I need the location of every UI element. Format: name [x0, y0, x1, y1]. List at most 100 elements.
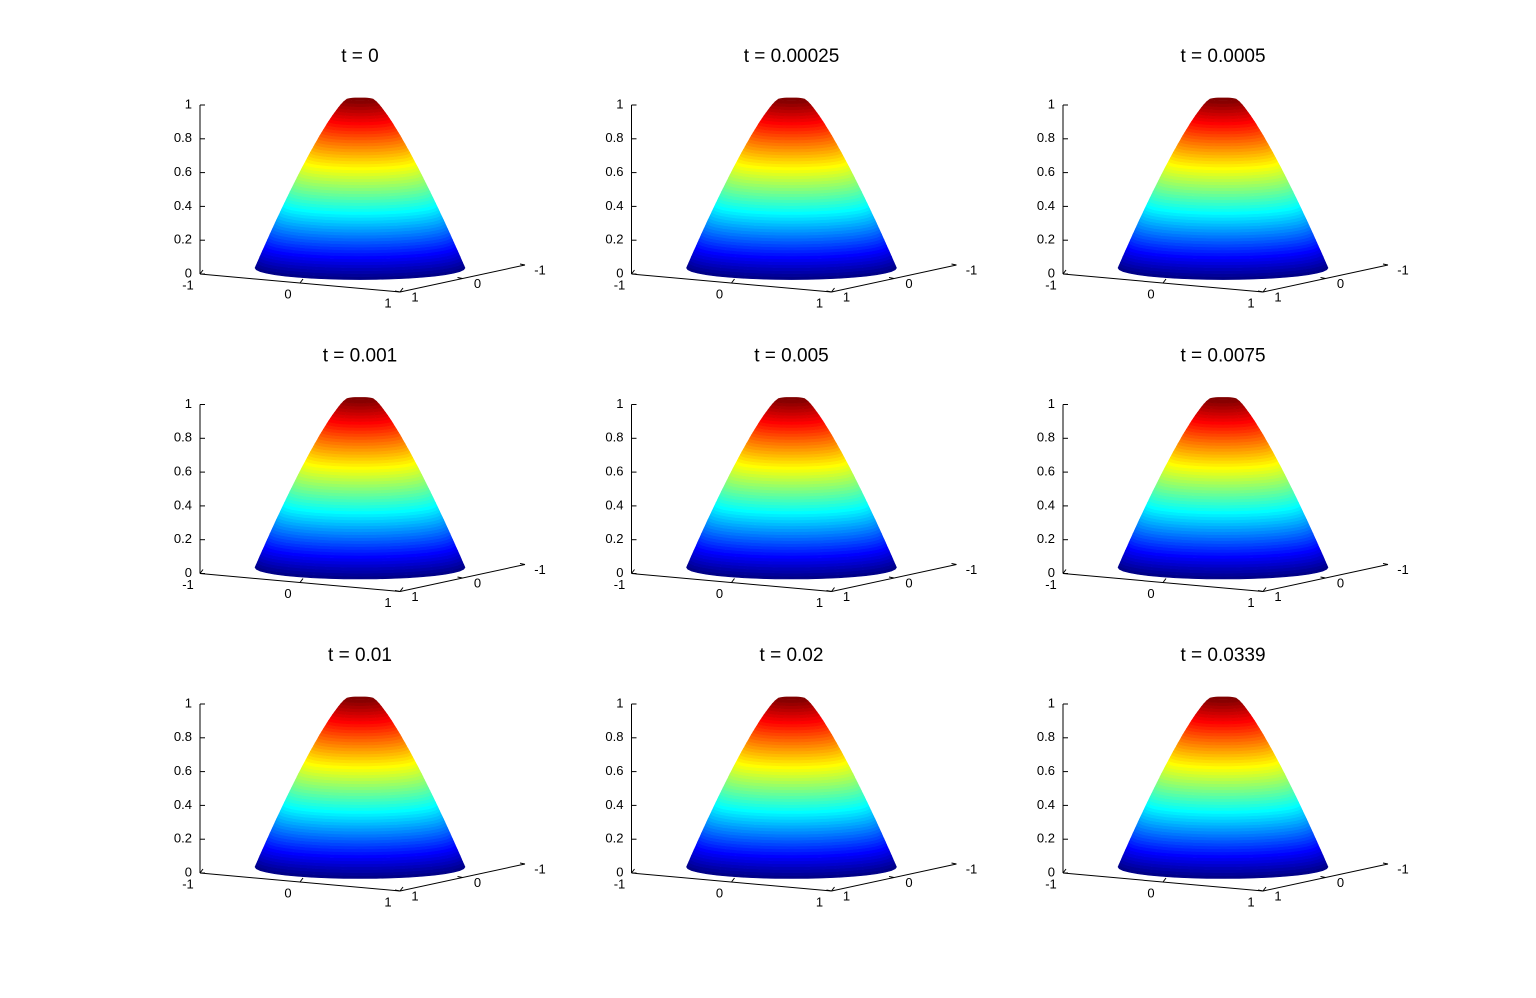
y-tick-label: -1 — [534, 562, 546, 577]
y-tick — [1320, 876, 1326, 878]
y-tick-label: -1 — [534, 262, 546, 277]
x-tick-label: 0 — [1147, 286, 1154, 301]
y-tick — [394, 590, 401, 592]
z-tick-label: 0.2 — [174, 831, 192, 846]
surface-cap — [1210, 397, 1236, 400]
y-tick — [457, 876, 463, 878]
x-tick — [631, 269, 635, 275]
surface-cap — [1210, 696, 1236, 700]
z-tick-label: 1 — [185, 396, 192, 411]
subplot-title: t = 0.001 — [323, 346, 397, 367]
y-tick-label: -1 — [1397, 262, 1409, 277]
z-tick-label: 0.8 — [605, 729, 623, 744]
z-tick-label: 0.4 — [1037, 797, 1055, 812]
z-tick-label: 0.8 — [174, 130, 192, 145]
surface-cap — [778, 97, 805, 101]
y-tick — [1257, 590, 1264, 592]
x-tick — [199, 269, 204, 275]
x-tick-label: 1 — [384, 894, 391, 909]
y-tick — [888, 876, 895, 878]
z-tick-label: 0 — [616, 864, 623, 879]
y-tick — [888, 576, 895, 579]
z-tick-label: 0 — [185, 864, 192, 879]
z-tick-label: 0.8 — [605, 130, 623, 145]
subplot-title: t = 0.005 — [754, 346, 828, 367]
x-tick-label: 0 — [284, 286, 291, 301]
surface-band — [343, 398, 377, 404]
y-tick-label: 0 — [905, 276, 912, 291]
x-tick — [299, 877, 304, 883]
y-tick — [1257, 290, 1264, 293]
x-tick-label: -1 — [182, 277, 194, 292]
surface-cap — [778, 397, 805, 400]
x-tick — [1162, 278, 1167, 284]
y-tick-label: -1 — [966, 562, 978, 577]
x-tick — [831, 587, 835, 592]
y-tick — [951, 263, 957, 266]
surface-cap — [347, 696, 373, 700]
z-tick-label: 0.4 — [605, 797, 623, 812]
x-tick-label: 0 — [1147, 586, 1154, 601]
z-tick-label: 0.6 — [174, 464, 192, 479]
y-tick — [519, 862, 526, 865]
subplot: t = 000.20.40.60.81-101-101 — [174, 46, 546, 310]
subplot-title: t = 0.02 — [760, 645, 824, 666]
surface-band — [343, 98, 377, 104]
y-tick-label: 1 — [1274, 289, 1281, 304]
x-tick — [731, 578, 735, 583]
y-tick — [457, 576, 463, 579]
z-tick-label: 0.4 — [605, 497, 623, 512]
y-tick — [1257, 889, 1264, 892]
y-tick-label: 1 — [843, 289, 850, 304]
z-tick-label: 0.2 — [174, 232, 192, 247]
subplot-title: t = 0 — [341, 46, 379, 67]
x-tick — [831, 287, 835, 293]
surface-band — [343, 697, 377, 703]
z-tick-label: 0 — [185, 265, 192, 280]
x-tick — [731, 278, 735, 284]
y-tick — [951, 563, 957, 565]
y-tick-label: -1 — [534, 861, 546, 876]
x-tick — [1162, 578, 1167, 583]
x-tick — [399, 287, 404, 293]
x-tick-label: 1 — [384, 295, 391, 310]
subplot-title: t = 0.0075 — [1180, 346, 1265, 367]
x-tick-label: 1 — [1247, 295, 1254, 310]
x-tick — [1062, 269, 1067, 275]
surface-band — [774, 398, 809, 404]
x-tick-label: -1 — [614, 577, 626, 592]
z-tick-label: 0.4 — [1037, 497, 1055, 512]
x-tick-label: 1 — [816, 894, 823, 909]
z-tick-label: 0.2 — [174, 531, 192, 546]
x-tick — [1062, 569, 1067, 574]
z-tick-label: 0 — [1048, 864, 1055, 879]
z-tick-label: 0.4 — [174, 198, 192, 213]
x-tick — [399, 886, 404, 892]
x-tick — [631, 868, 635, 874]
x-tick-label: 1 — [384, 595, 391, 610]
x-tick — [1262, 886, 1267, 892]
y-tick — [1382, 563, 1389, 565]
y-tick-label: 0 — [905, 875, 912, 890]
z-tick-label: 0 — [1048, 565, 1055, 580]
y-tick-label: 0 — [474, 575, 481, 590]
y-tick — [888, 277, 895, 279]
x-tick — [199, 569, 204, 574]
x-tick-label: 0 — [716, 586, 723, 601]
y-tick-label: 1 — [1274, 888, 1281, 903]
surface-band — [1206, 697, 1240, 703]
y-tick — [519, 263, 526, 266]
z-tick-label: 0.6 — [605, 464, 623, 479]
x-tick-label: 1 — [816, 595, 823, 610]
z-tick-label: 0.2 — [1037, 232, 1055, 247]
surface-band — [1206, 98, 1240, 104]
z-tick-label: 0.6 — [174, 763, 192, 778]
y-tick-label: -1 — [966, 262, 978, 277]
